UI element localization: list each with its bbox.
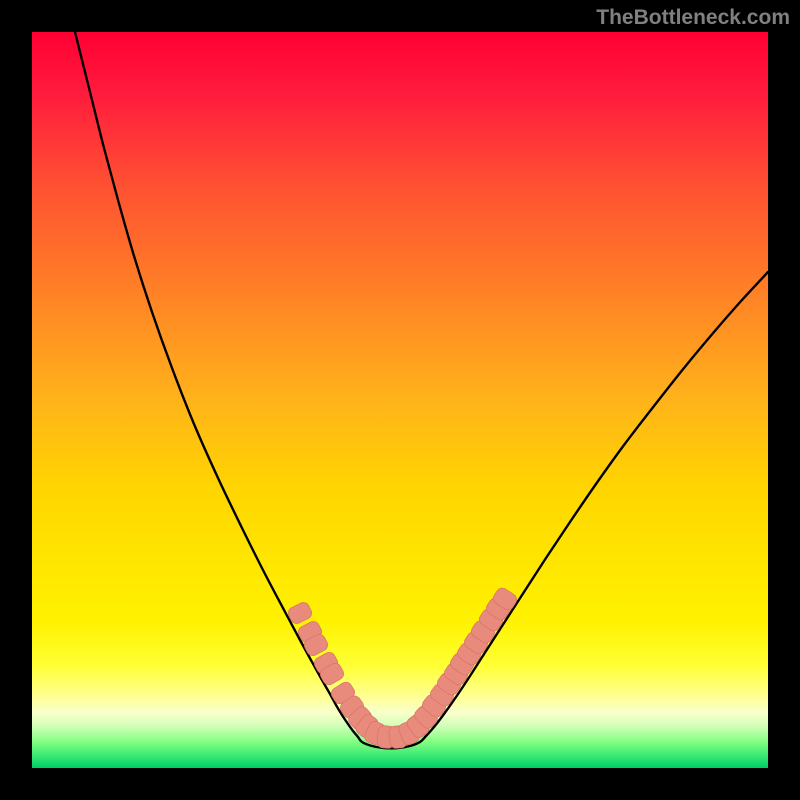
curve-markers — [286, 586, 518, 749]
watermark-text: TheBottleneck.com — [596, 6, 790, 30]
bottleneck-curve — [75, 32, 768, 748]
chart-frame: TheBottleneck.com — [0, 0, 800, 800]
chart-svg — [32, 32, 768, 768]
plot-area — [32, 32, 768, 768]
